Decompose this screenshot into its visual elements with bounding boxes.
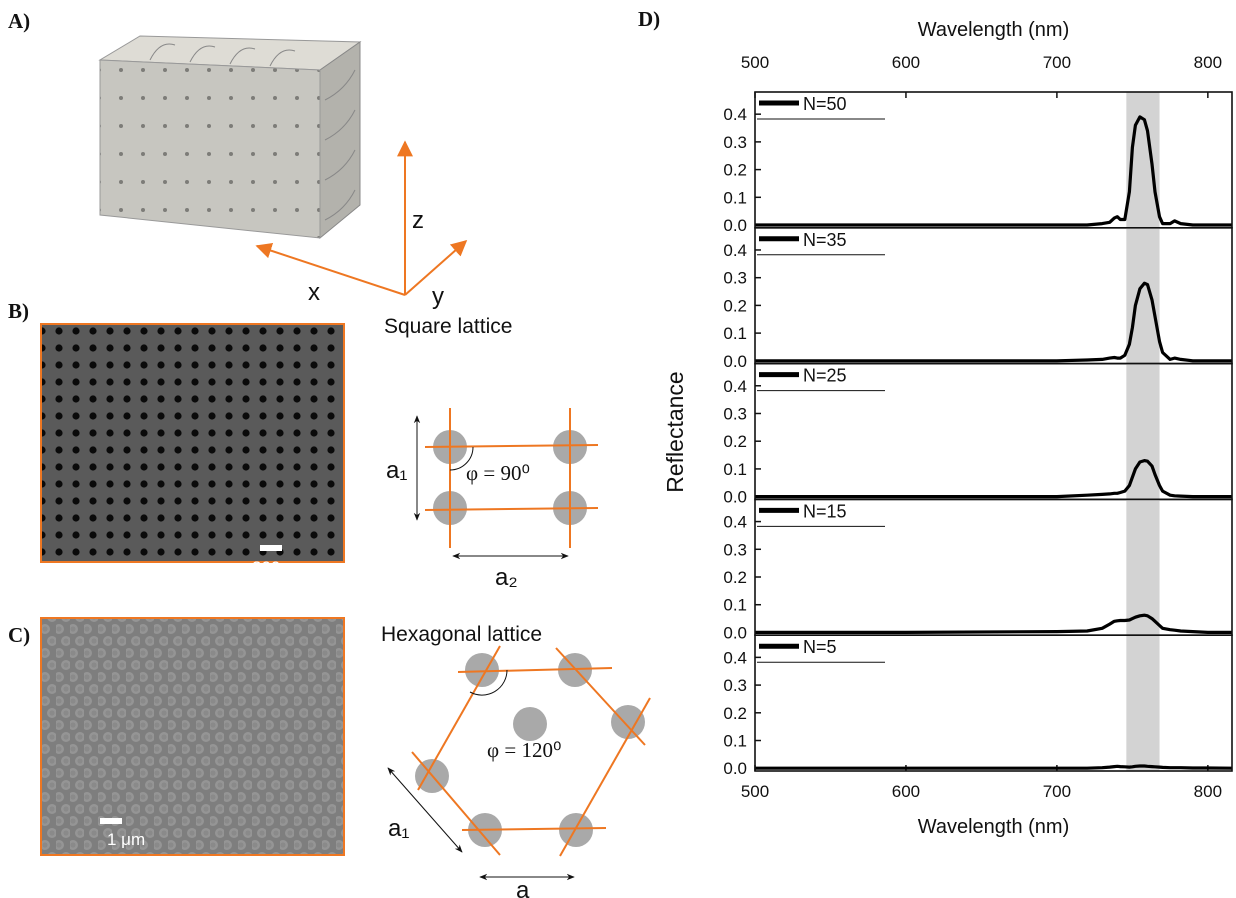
sem-image [41,618,344,855]
angle-label: φ = 120⁰ [487,738,561,762]
x-tick-label: 600 [892,53,920,72]
figure: A) z x y B) 300 nm Square lattice a₁ a₂ … [0,0,1236,898]
a2-label: a₂ [495,564,518,591]
y-tick-label: 0.2 [723,432,747,451]
x-tick-label: 800 [1194,782,1222,801]
panel-label: B) [8,299,29,323]
x-axis-title: Wavelength (nm) [918,816,1070,838]
y-tick-label: 0.3 [723,269,747,288]
scale-bar-label: 300 nm [252,558,309,577]
x-tick-label: 600 [892,782,920,801]
series-line [755,117,1232,225]
y-tick-label: 0.1 [723,460,747,479]
a1-label: a₁ [388,815,409,842]
legend-label: N=15 [803,501,847,521]
panel-label: A) [8,9,30,33]
legend-label: N=50 [803,94,847,114]
y-tick-label: 0.3 [723,676,747,695]
a1-label: a₁ [386,457,407,484]
reflectance-plots: 0.0 0.1 0.2 0.3 0.4 500 600 700 800 Wavelength (n… [723,19,1232,838]
lattice-title: Square lattice [384,315,512,338]
a-label: a [516,877,530,898]
highlight-band [1126,635,1159,771]
x-tick-label: 500 [741,53,769,72]
y-tick-label: 0.2 [723,161,747,180]
legend-label: N=35 [803,230,847,250]
legend-label: N=5 [803,637,837,657]
axis-label: y [432,283,444,310]
y-tick-label: 0.1 [723,596,747,615]
lattice-title: Hexagonal lattice [381,623,542,646]
x-axis-title: Wavelength (nm) [918,19,1070,41]
y-tick-label: 0.2 [723,296,747,315]
highlight-band [1126,228,1159,364]
x-tick-label: 800 [1194,53,1222,72]
y-tick-label: 0.1 [723,732,747,751]
block-3d [100,36,360,238]
x-axis-arrow [257,246,405,295]
panel-label: D) [638,7,660,31]
panel-label: C) [8,623,30,647]
y-tick-label: 0.4 [723,648,747,667]
y-tick-label: 0.2 [723,704,747,723]
y-tick-label: 0.4 [723,377,747,396]
y-tick-label: 0.4 [723,513,747,532]
y-tick-label: 0.4 [723,241,747,260]
y-tick-label: 0.1 [723,324,747,343]
y-tick-label: 0.0 [723,216,747,235]
y-tick-label: 0.0 [723,759,747,778]
scale-bar-label: 1 μm [107,830,145,849]
axis-label: z [412,207,424,234]
y-tick-label: 0.4 [723,105,747,124]
x-tick-label: 700 [1043,782,1071,801]
scale-bar [260,545,282,551]
scale-bar [100,818,122,824]
y-tick-label: 0.3 [723,404,747,423]
y-tick-label: 0.0 [723,488,747,507]
y-tick-label: 0.1 [723,188,747,207]
series-line [755,461,1232,497]
angle-label: φ = 90⁰ [466,461,530,485]
x-tick-label: 700 [1043,53,1071,72]
series-line [755,766,1232,768]
y-tick-label: 0.3 [723,540,747,559]
y-tick-label: 0.0 [723,623,747,642]
series-line [755,615,1232,632]
y-tick-label: 0.2 [723,568,747,587]
y-axis-title: Reflectance [662,371,688,492]
y-tick-label: 0.3 [723,133,747,152]
sem-image [41,324,344,562]
series-line [755,283,1232,361]
axis-label: x [308,279,320,306]
y-tick-label: 0.0 [723,352,747,371]
legend-label: N=25 [803,366,847,386]
x-tick-label: 500 [741,782,769,801]
